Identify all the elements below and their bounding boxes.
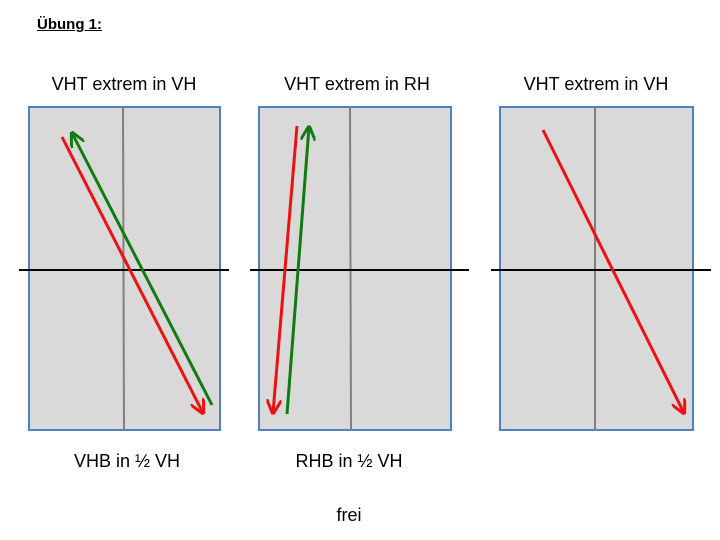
exercise-heading: Übung 1:: [37, 16, 102, 33]
panel-1-bottom-label: VHB in ½ VH: [73, 451, 181, 471]
panel-2-box: [258, 106, 452, 431]
footer-label: frei: [336, 505, 362, 525]
panel-1: [19, 106, 229, 431]
panel-2: [250, 106, 469, 431]
panel-2-divider: [349, 106, 352, 431]
panel-3-box: [499, 106, 694, 431]
panel-2-top-label: VHT extrem in RH: [284, 74, 430, 94]
panel-1-divider: [122, 106, 125, 431]
panel-3-red-arrow: [541, 129, 684, 413]
panel-1-green-arrow: [72, 133, 214, 406]
panel-3-top-label: VHT extrem in VH: [523, 74, 669, 94]
panel-2-green-arrow: [285, 127, 309, 415]
panel-2-red-arrow: [273, 125, 299, 413]
panel-1-red-arrow: [60, 136, 203, 413]
panel-2-bottom-label: RHB in ½ VH: [295, 451, 403, 471]
panel-1-top-label: VHT extrem in VH: [51, 74, 197, 94]
panel-3: [491, 106, 711, 431]
